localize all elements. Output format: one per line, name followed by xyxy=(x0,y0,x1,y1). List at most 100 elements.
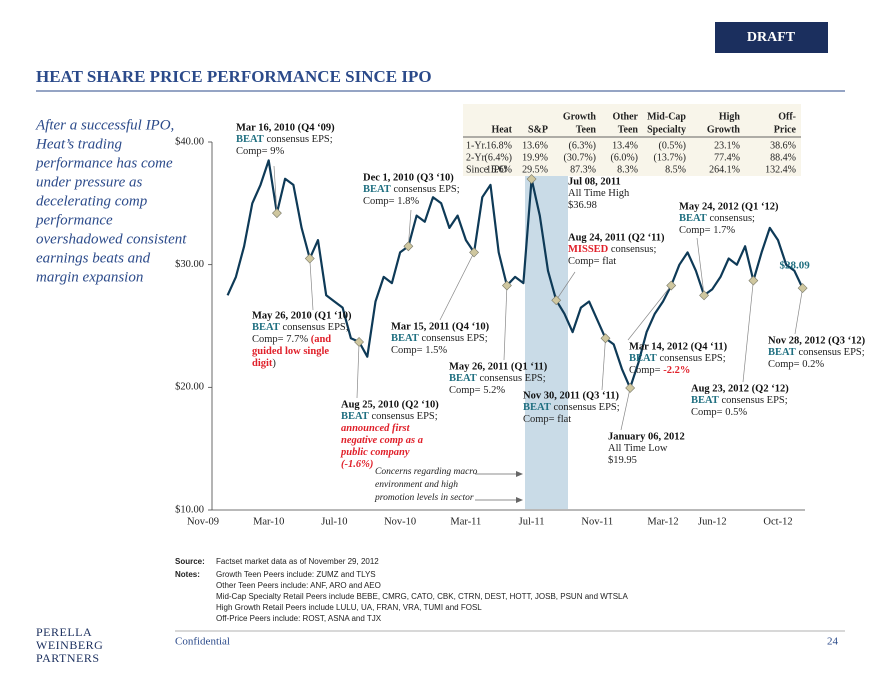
annotation-text: BEAT xyxy=(679,213,707,224)
annotation-text: consensus; xyxy=(608,244,656,255)
notes-label: Notes: xyxy=(175,570,200,579)
event-marker xyxy=(469,247,479,258)
table-cell: 132.4% xyxy=(765,164,796,175)
annotation-text: guided low single xyxy=(252,346,329,357)
annotation-line: BEAT consensus EPS; xyxy=(236,134,333,145)
annotation-line: Comp= 7.7% (and xyxy=(252,334,331,345)
table-cell: 8.3% xyxy=(617,164,638,175)
leader-line xyxy=(356,341,360,399)
event-marker xyxy=(272,208,282,219)
page-number: 24 xyxy=(827,636,839,648)
note-arrow-head xyxy=(516,497,523,503)
event-marker xyxy=(551,295,562,306)
annotation-line: $36.98 xyxy=(568,200,597,211)
annotation-text: BEAT xyxy=(691,395,719,406)
leader-line xyxy=(794,288,803,335)
annotation-text: BEAT xyxy=(341,411,369,422)
annotation-text: consensus EPS; xyxy=(369,411,438,422)
table-row-label: 2-Yr. xyxy=(466,152,487,163)
table-cell: 15.6% xyxy=(486,164,512,175)
table-header: Heat xyxy=(491,124,512,135)
sidebar-line: decelerating comp xyxy=(36,193,148,209)
annotation-text: digit xyxy=(252,358,273,369)
annotation-text: consensus EPS; xyxy=(551,402,620,413)
x-tick-label: Nov-09 xyxy=(187,516,219,527)
table-cell: 13.4% xyxy=(612,140,638,151)
table-header: Price xyxy=(774,124,797,135)
annotation-text: Comp= 0.5% xyxy=(691,407,747,418)
annotation-text: (-1.6%) xyxy=(341,459,373,470)
annotation-text: MISSED xyxy=(568,244,609,255)
annotation-title: Mar 14, 2012 (Q4 ‘11) xyxy=(629,341,728,352)
annotation-title: Aug 25, 2010 (Q2 ‘10) xyxy=(341,399,439,410)
annotation-line: Comp= flat xyxy=(523,414,571,425)
annotation-text: Comp= 5.2% xyxy=(449,385,505,396)
annotation-line: negative comp as a xyxy=(341,435,423,446)
annotation-text: BEAT xyxy=(363,184,391,195)
x-tick-label: Nov-10 xyxy=(384,516,416,527)
annotation-text: public company xyxy=(340,447,410,458)
annotation-text: BEAT xyxy=(523,402,551,413)
leader-line xyxy=(503,285,508,361)
draft-text: DRAFT xyxy=(747,30,796,45)
sidebar-line: under pressure as xyxy=(36,174,143,190)
logo-line: PARTNERS xyxy=(36,651,100,665)
annotation-line: BEAT consensus EPS; xyxy=(523,402,620,413)
table-cell: (30.7%) xyxy=(564,152,597,163)
annotation-text: (and xyxy=(311,334,332,345)
annotation-text: BEAT xyxy=(252,322,280,333)
annotation-title: Mar 16, 2010 (Q4 ‘09) xyxy=(236,122,335,133)
annotation-text: Comp= 9% xyxy=(236,146,284,157)
annotation-line: Comp= flat xyxy=(568,256,616,267)
annotation-line: $19.95 xyxy=(608,455,637,466)
annotation-text: Comp= 1.7% xyxy=(679,225,735,236)
sidebar-line: Heat’s trading xyxy=(35,136,122,152)
value-label: $28.09 xyxy=(780,260,811,272)
annotation-text: consensus EPS; xyxy=(477,373,546,384)
annotation-line: All Time Low xyxy=(608,443,668,454)
table-row-label: Since IPO xyxy=(466,164,507,175)
annotation-text: consensus EPS; xyxy=(264,134,333,145)
annotation-text: -2.2% xyxy=(663,365,690,376)
logo-line: PERELLA xyxy=(36,625,92,639)
annotation-text: Comp= xyxy=(629,365,663,376)
annotation-line: Comp= 0.2% xyxy=(768,359,824,370)
x-tick-label: Nov-11 xyxy=(581,516,613,527)
event-marker xyxy=(403,241,414,252)
x-tick-label: Mar-12 xyxy=(647,516,678,527)
x-tick-label: Mar-10 xyxy=(253,516,284,527)
annotation-text: Comp= 7.7% xyxy=(252,334,311,345)
annotation-title: May 26, 2011 (Q1 ‘11) xyxy=(449,361,548,372)
leader-line xyxy=(627,285,672,341)
annotation-title: January 06, 2012 xyxy=(608,431,685,442)
annotation-text: consensus; xyxy=(707,213,755,224)
annotation-line: BEAT consensus EPS; xyxy=(252,322,349,333)
note-text: environment and high xyxy=(375,480,458,490)
table-row-label: 1-Yr. xyxy=(466,140,487,151)
annotation-line: announced first xyxy=(341,423,411,434)
annotation-text: All Time High xyxy=(568,188,630,199)
highlight-band xyxy=(525,176,568,509)
table-header: Growth xyxy=(563,111,597,122)
table-header: Off- xyxy=(778,111,796,122)
annotation-line: guided low single xyxy=(252,346,329,357)
annotation-line: BEAT consensus EPS; xyxy=(391,333,488,344)
table-cell: 19.9% xyxy=(522,152,548,163)
table-header: S&P xyxy=(528,124,548,135)
table-cell: 16.8% xyxy=(486,140,512,151)
leader-line xyxy=(555,271,576,301)
annotation-text: $19.95 xyxy=(608,455,637,466)
table-cell: 23.1% xyxy=(714,140,740,151)
annotation-text: consensus EPS; xyxy=(796,347,865,358)
annotation-text: consensus EPS; xyxy=(657,353,726,364)
annotation-title: Dec 1, 2010 (Q3 ‘10) xyxy=(363,172,454,183)
x-tick-label: Mar-11 xyxy=(450,516,481,527)
annotation-line: BEAT consensus EPS; xyxy=(363,184,460,195)
event-marker xyxy=(748,275,759,286)
table-cell: 77.4% xyxy=(714,152,740,163)
sidebar-line: performance xyxy=(35,212,113,228)
event-marker xyxy=(502,280,512,291)
sidebar-line: After a successful IPO, xyxy=(35,117,174,133)
annotation-text: Comp= 0.2% xyxy=(768,359,824,370)
x-tick-label: Jun-12 xyxy=(698,516,727,527)
